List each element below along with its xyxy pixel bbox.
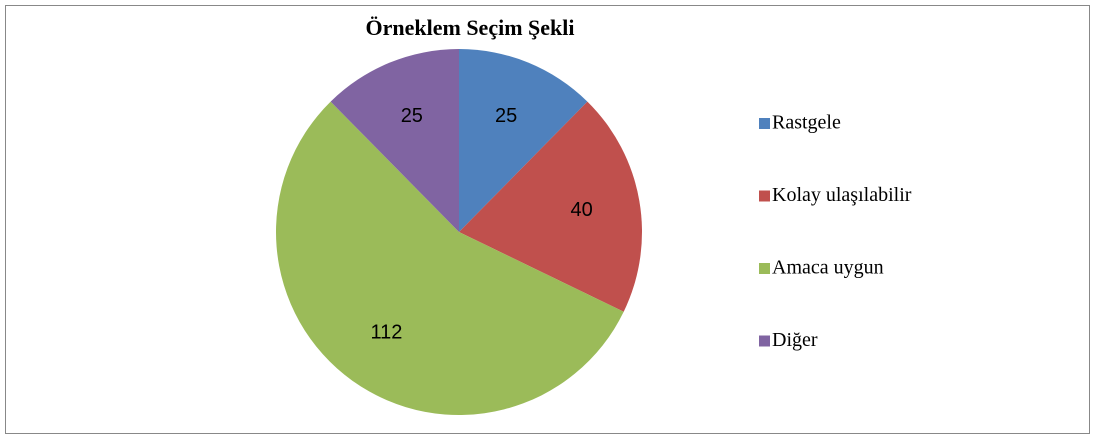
legend-swatch xyxy=(759,335,770,347)
data-label: 40 xyxy=(570,199,592,221)
legend-label: Diğer xyxy=(772,329,818,351)
data-label: 25 xyxy=(495,105,517,127)
legend-label: Amaca uygun xyxy=(772,257,884,279)
legend-swatch xyxy=(759,190,770,202)
data-label: 112 xyxy=(371,321,403,343)
legend-swatch xyxy=(759,263,770,274)
data-label: 25 xyxy=(401,105,423,127)
legend-label: Kolay ulaşılabilir xyxy=(772,184,912,206)
chart-title: Örneklem Seçim Şekli xyxy=(366,15,575,40)
pie-slice xyxy=(275,101,624,415)
legend-swatch xyxy=(759,118,770,129)
pie-slice xyxy=(459,49,588,232)
legend-label: Rastgele xyxy=(772,112,841,134)
pie-slice xyxy=(459,101,642,312)
pie-slice xyxy=(330,49,459,232)
